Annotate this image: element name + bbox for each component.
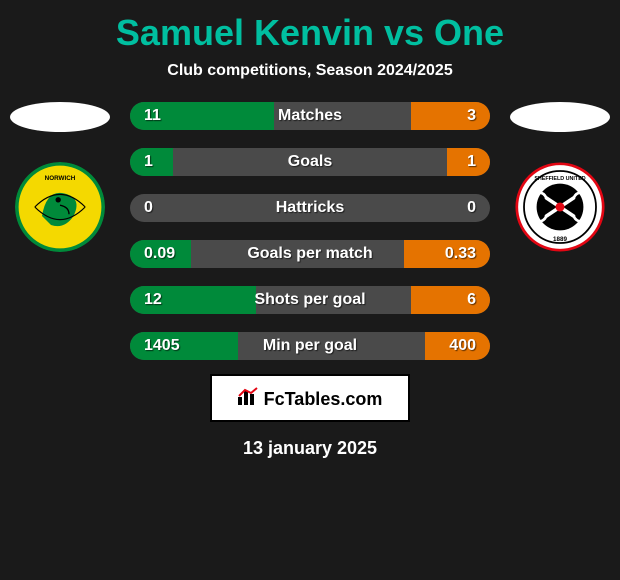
- stat-bars: 113Matches 11Goals 00Hattricks 0.090.33Goal…: [120, 102, 500, 360]
- stat-row-shots-per-goal: 126Shots per goal: [130, 286, 490, 314]
- bar-chart-icon: [238, 387, 258, 410]
- comparison-layout: NORWICH 113Matches 11Goals 00Hattricks 0.09…: [0, 102, 620, 360]
- stat-row-hattricks: 00Hattricks: [130, 194, 490, 222]
- season-subtitle: Club competitions, Season 2024/2025: [167, 62, 452, 80]
- right-side: SHEFFIELD UNITED 1889: [500, 102, 620, 257]
- right-shadow-ellipse: [510, 102, 610, 132]
- stat-label: Min per goal: [130, 337, 490, 355]
- stat-row-matches: 113Matches: [130, 102, 490, 130]
- stat-row-goals-per-match: 0.090.33Goals per match: [130, 240, 490, 268]
- stat-row-min-per-goal: 1405400Min per goal: [130, 332, 490, 360]
- stat-label: Goals: [130, 153, 490, 171]
- left-side: NORWICH: [0, 102, 120, 257]
- stat-label: Goals per match: [130, 245, 490, 263]
- stat-row-goals: 11Goals: [130, 148, 490, 176]
- stat-label: Matches: [130, 107, 490, 125]
- svg-text:NORWICH: NORWICH: [45, 175, 76, 182]
- right-crest-container: SHEFFIELD UNITED 1889: [515, 162, 605, 257]
- left-crest-container: NORWICH: [15, 162, 105, 257]
- svg-text:SHEFFIELD UNITED: SHEFFIELD UNITED: [534, 176, 585, 182]
- fctables-logo: FcTables.com: [238, 387, 383, 410]
- banner-text: FcTables.com: [264, 389, 383, 409]
- snapshot-date: 13 january 2025: [243, 438, 377, 459]
- stat-label: Shots per goal: [130, 291, 490, 309]
- branding-banner: FcTables.com: [210, 374, 410, 422]
- sheffield-united-crest-icon: SHEFFIELD UNITED 1889: [515, 162, 605, 252]
- svg-text:1889: 1889: [553, 236, 568, 243]
- left-shadow-ellipse: [10, 102, 110, 132]
- stat-label: Hattricks: [130, 199, 490, 217]
- page-title: Samuel Kenvin vs One: [116, 12, 504, 54]
- norwich-crest-icon: NORWICH: [15, 162, 105, 252]
